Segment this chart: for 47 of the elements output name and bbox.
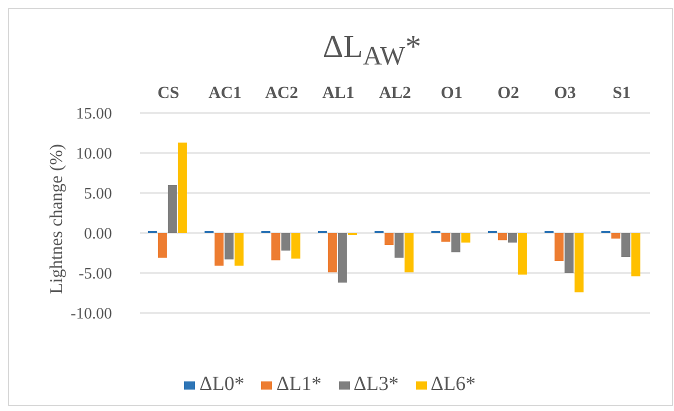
bar [611, 233, 620, 239]
y-tick-label: 0.00 [84, 226, 112, 243]
y-tick-label: 10.00 [76, 146, 112, 163]
bar [338, 233, 347, 283]
bar [281, 233, 290, 251]
x-tick-label: AL1 [322, 83, 354, 102]
x-tick-label: O3 [554, 83, 576, 102]
bar [224, 233, 234, 260]
y-tick-label: -10.00 [70, 306, 112, 323]
bar [168, 185, 177, 233]
bar [384, 233, 394, 245]
x-tick-label: AL2 [378, 83, 412, 102]
bar [291, 233, 300, 259]
legend-label: ΔL1* [276, 373, 322, 395]
x-tick-label: AC2 [265, 83, 298, 102]
legend-label: ΔL6* [430, 373, 476, 395]
bar [461, 233, 470, 243]
legend-label: ΔL0* [199, 373, 244, 395]
bar [574, 233, 584, 292]
y-tick-label: 5.00 [84, 186, 112, 203]
x-tick-label: S1 [612, 83, 631, 102]
bar [328, 233, 337, 272]
bar [631, 233, 640, 276]
chart-title: ΔL$_{AW}$* [322, 28, 422, 72]
bar [158, 233, 167, 258]
x-tick-label: O2 [497, 83, 520, 102]
bar [564, 233, 574, 273]
bar [554, 233, 564, 261]
bar [214, 233, 224, 266]
bar [498, 233, 507, 240]
x-tick-label: O1 [440, 83, 463, 102]
x-tick-label: AC1 [208, 83, 242, 102]
bar [451, 233, 460, 252]
bar [621, 233, 630, 257]
bar [404, 233, 414, 272]
bar [178, 142, 187, 233]
bar [508, 233, 517, 243]
y-tick-label: -5.00 [78, 266, 112, 283]
bar [518, 233, 527, 275]
bar [271, 233, 280, 260]
y-tick-label: 15.00 [76, 106, 112, 123]
y-axis-title: Lightnes change (%) [46, 144, 66, 294]
bar [234, 233, 244, 266]
legend-label: ΔL3* [354, 373, 399, 395]
bar [394, 233, 404, 258]
bar [441, 233, 450, 242]
x-tick-label: CS [157, 83, 180, 102]
